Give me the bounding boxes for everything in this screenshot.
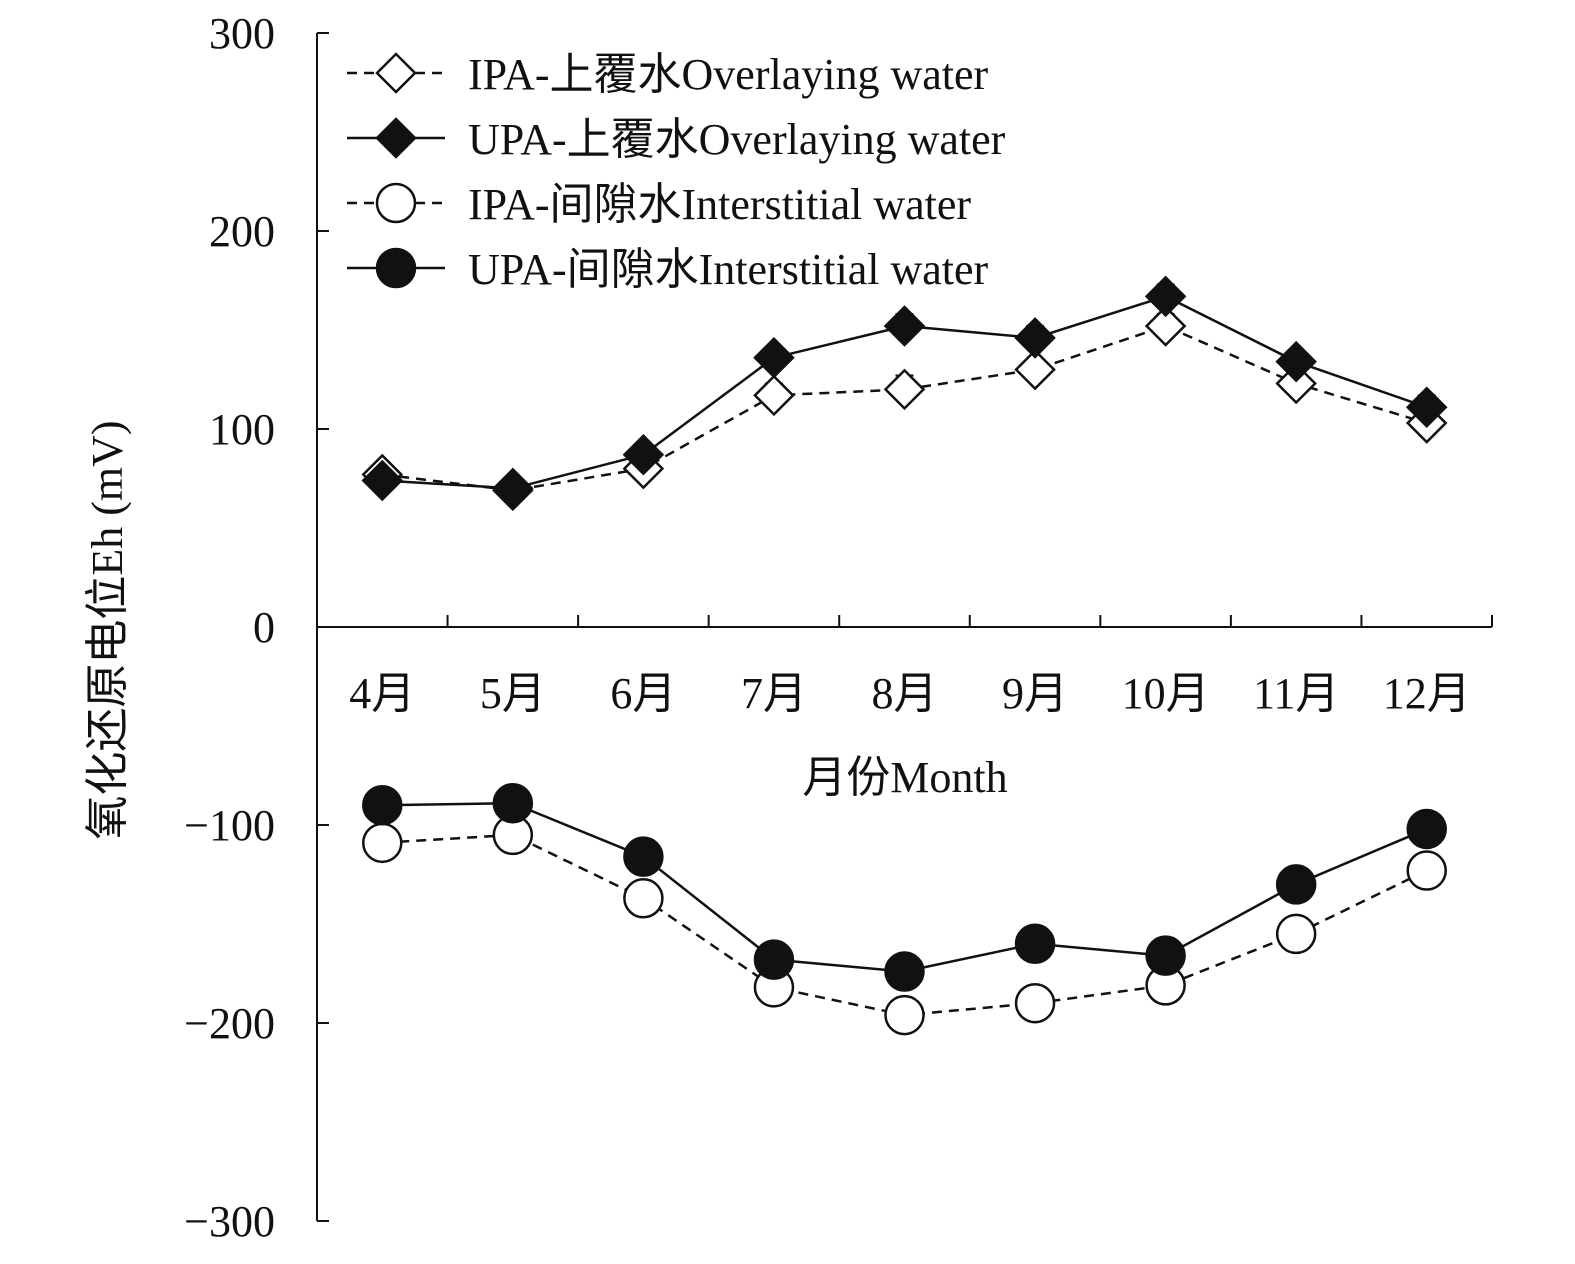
y-tick-label: 100: [209, 405, 275, 454]
data-point-circle: [1145, 935, 1186, 976]
data-point-circle: [492, 782, 534, 824]
data-point-diamond: [1144, 275, 1187, 318]
data-point-circle: [362, 822, 403, 864]
data-point-circle: [375, 182, 417, 224]
x-tick-label: 7月: [741, 669, 807, 718]
data-point-diamond: [1275, 362, 1317, 405]
y-tick-label: 200: [209, 207, 275, 256]
x-tick-label: 11月: [1253, 669, 1339, 718]
x-tick-label: 4月: [349, 669, 415, 718]
data-point-circle: [753, 939, 795, 980]
legend-label: UPA-上覆水Overlaying water: [468, 115, 1006, 164]
data-point-diamond: [375, 52, 417, 94]
x-tick-label: 12月: [1383, 669, 1471, 718]
series-3: [362, 782, 1447, 992]
legend-label: UPA-间隙水Interstitial water: [468, 245, 989, 294]
data-point-circle: [623, 836, 664, 877]
x-tick-label: 5月: [480, 669, 546, 718]
data-point-diamond: [753, 374, 795, 417]
y-tick-label: 300: [209, 9, 275, 58]
data-point-diamond: [1405, 386, 1448, 428]
data-point-diamond: [883, 305, 926, 347]
x-tick-label: 8月: [872, 669, 938, 718]
legend-label: IPA-上覆水Overlaying water: [468, 50, 989, 99]
data-point-diamond: [375, 117, 417, 159]
legend-label: IPA-间隙水Interstitial water: [468, 180, 971, 229]
x-tick-label: 9月: [1002, 669, 1068, 718]
series-1: [361, 275, 1448, 510]
data-point-diamond: [1275, 340, 1317, 383]
data-point-circle: [362, 784, 403, 826]
data-point-diamond: [883, 368, 926, 411]
data-point-diamond: [1144, 305, 1187, 347]
legend-item: IPA-间隙水Interstitial water: [347, 180, 971, 229]
y-axis-label: 氧化还原电位Eh (mV): [83, 420, 132, 839]
x-axis-label: 月份Month: [802, 753, 1007, 802]
data-point-circle: [1406, 850, 1447, 891]
y-tick-label: −300: [184, 1197, 275, 1246]
data-point-circle: [1275, 913, 1317, 955]
data-point-circle: [884, 994, 925, 1036]
data-point-circle: [623, 878, 664, 919]
legend-item: UPA-上覆水Overlaying water: [347, 115, 1006, 164]
data-point-circle: [375, 247, 417, 289]
data-point-circle: [1014, 923, 1056, 965]
y-tick-label: 0: [253, 603, 275, 652]
data-point-diamond: [622, 433, 665, 476]
data-point-circle: [884, 951, 925, 992]
series-line: [382, 801, 1428, 973]
data-point-diamond: [361, 459, 404, 502]
legend-item: UPA-间隙水Interstitial water: [347, 245, 989, 294]
y-tick-label: −200: [184, 999, 275, 1048]
data-point-diamond: [753, 336, 795, 379]
y-tick-label: −100: [184, 801, 275, 850]
series-2: [362, 814, 1447, 1036]
data-point-diamond: [1014, 317, 1056, 359]
data-point-circle: [1014, 982, 1056, 1024]
legend-item: IPA-上覆水Overlaying water: [347, 50, 989, 99]
data-point-circle: [1406, 808, 1447, 850]
data-point-diamond: [1014, 348, 1056, 391]
x-tick-label: 10月: [1122, 669, 1210, 718]
x-tick-label: 6月: [610, 669, 676, 718]
data-point-circle: [1275, 864, 1317, 905]
data-point-diamond: [492, 467, 534, 510]
